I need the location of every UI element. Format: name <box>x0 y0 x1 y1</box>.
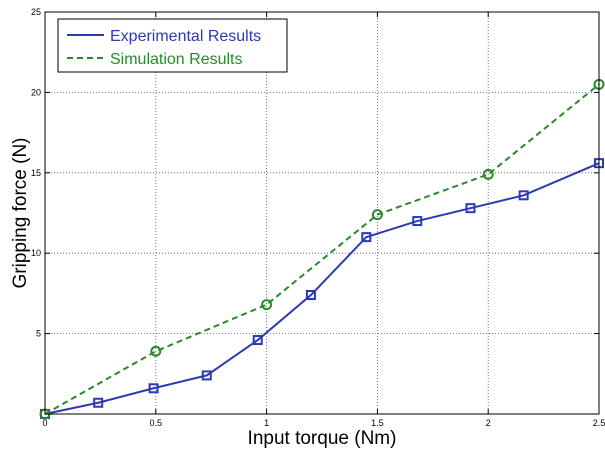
y-tick-label: 5 <box>36 329 41 339</box>
y-axis-label: Gripping force (N) <box>10 138 31 289</box>
y-tick-label: 10 <box>31 248 41 258</box>
series-line-simulation <box>44 83 600 415</box>
data-point-square <box>148 383 159 394</box>
y-tick-label: 25 <box>31 7 41 17</box>
y-tick-label: 15 <box>31 168 41 178</box>
x-tick-label: 2 <box>486 418 491 428</box>
data-point-circle <box>150 345 162 357</box>
data-point-square <box>465 203 476 214</box>
legend: Experimental Results Simulation Results <box>57 18 288 73</box>
x-tick-label: 2.5 <box>593 418 605 428</box>
x-tick-label: 0 <box>42 418 47 428</box>
x-tick-label: 0.5 <box>150 418 163 428</box>
data-point-square <box>412 216 423 227</box>
series-layer <box>39 78 605 420</box>
data-point-square <box>305 290 316 301</box>
x-axis-label: Input torque (Nm) <box>248 428 397 449</box>
x-tick-label: 1.5 <box>371 418 384 428</box>
data-point-square <box>361 232 372 243</box>
plot-area <box>45 12 599 414</box>
data-point-square <box>518 190 529 201</box>
data-point-square <box>93 397 104 408</box>
grid <box>45 12 599 414</box>
data-point-circle <box>261 299 273 311</box>
y-tick-label: 20 <box>31 87 41 97</box>
plot-frame <box>44 11 600 415</box>
data-point-square <box>201 370 212 381</box>
data-point-square <box>252 335 263 346</box>
series-line-experimental <box>44 162 600 415</box>
data-point-circle <box>482 168 494 180</box>
legend-box <box>57 18 288 73</box>
legend-label-simulation: Simulation Results <box>110 51 243 68</box>
x-tick-label: 1 <box>264 418 269 428</box>
ticks: 0 0.5 1 1.5 2 2.5 5 10 15 20 25 <box>31 7 605 428</box>
data-point-circle <box>371 209 383 221</box>
legend-label-experimental: Experimental Results <box>110 28 261 45</box>
